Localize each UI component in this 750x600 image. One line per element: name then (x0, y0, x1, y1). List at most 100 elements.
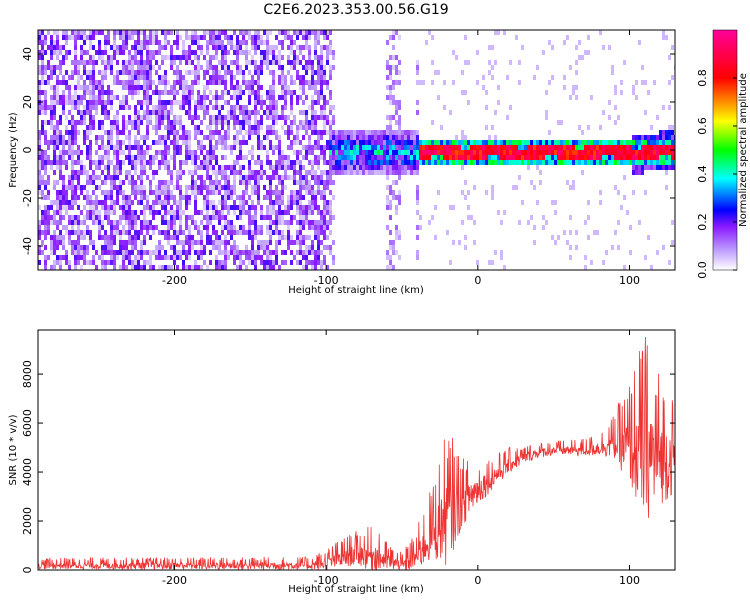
heatmap-cell (329, 45, 332, 50)
heatmap-cell (323, 200, 326, 205)
heatmap-cell (212, 105, 215, 110)
heatmap-cell (305, 125, 308, 130)
heatmap-cell (317, 185, 320, 190)
heatmap-cell (308, 235, 311, 240)
heatmap-cell (173, 160, 176, 165)
heatmap-cell (164, 200, 167, 205)
heatmap-cell (179, 135, 182, 140)
heatmap-cell (44, 40, 47, 45)
heatmap-cell (194, 130, 197, 135)
heatmap-cell (215, 170, 218, 175)
heatmap-cell (41, 80, 44, 85)
heatmap-cell (395, 180, 398, 185)
heatmap-cell (326, 145, 329, 150)
heatmap-cell (245, 250, 248, 255)
heatmap-cell (500, 255, 503, 260)
heatmap-cell (194, 35, 197, 40)
heatmap-cell (332, 180, 335, 185)
heatmap-cell (317, 40, 320, 45)
heatmap-cell (650, 160, 653, 165)
heatmap-cell (221, 75, 224, 80)
heatmap-cell (500, 140, 503, 145)
heatmap-cell (611, 65, 614, 70)
heatmap-cell (281, 210, 284, 215)
heatmap-cell (422, 145, 425, 150)
heatmap-cell (638, 140, 641, 145)
heatmap-cell (227, 250, 230, 255)
heatmap-cell (173, 90, 176, 95)
heatmap-cell (275, 185, 278, 190)
heatmap-cell (398, 170, 401, 175)
heatmap-cell (236, 120, 239, 125)
heatmap-cell (65, 125, 68, 130)
heatmap-cell (398, 160, 401, 165)
heatmap-cell (314, 160, 317, 165)
heatmap-cell (365, 130, 368, 135)
heatmap-cell (320, 170, 323, 175)
heatmap-cell (329, 205, 332, 210)
heatmap-cell (218, 110, 221, 115)
heatmap-cell (317, 90, 320, 95)
heatmap-cell (218, 260, 221, 265)
heatmap-cell (128, 105, 131, 110)
heatmap-cell (332, 160, 335, 165)
heatmap-cell (176, 230, 179, 235)
heatmap-cell (89, 165, 92, 170)
heatmap-cell (113, 55, 116, 60)
heatmap-cell (314, 125, 317, 130)
heatmap-cell (293, 115, 296, 120)
heatmap-cell (188, 95, 191, 100)
heatmap-cell (83, 110, 86, 115)
heatmap-cell (125, 240, 128, 245)
heatmap-cell (473, 145, 476, 150)
heatmap-cell (392, 265, 395, 270)
spectrogram-x-label: Height of straight line (km) (288, 285, 424, 296)
heatmap-cell (74, 255, 77, 260)
heatmap-cell (227, 100, 230, 105)
heatmap-cell (188, 110, 191, 115)
heatmap-cell (119, 165, 122, 170)
heatmap-cell (626, 210, 629, 215)
heatmap-cell (137, 250, 140, 255)
snr-y-tick-label: 0 (21, 567, 34, 574)
heatmap-cell (227, 130, 230, 135)
heatmap-cell (137, 65, 140, 70)
heatmap-cell (119, 100, 122, 105)
heatmap-cell (500, 220, 503, 225)
heatmap-cell (188, 100, 191, 105)
heatmap-cell (473, 240, 476, 245)
heatmap-cell (482, 150, 485, 155)
heatmap-cell (191, 245, 194, 250)
heatmap-cell (626, 160, 629, 165)
heatmap-cell (656, 165, 659, 170)
heatmap-cell (41, 210, 44, 215)
heatmap-cell (152, 205, 155, 210)
heatmap-cell (161, 215, 164, 220)
heatmap-cell (359, 150, 362, 155)
heatmap-cell (602, 260, 605, 265)
heatmap-cell (269, 160, 272, 165)
heatmap-cell (452, 50, 455, 55)
heatmap-cell (44, 210, 47, 215)
heatmap-cell (230, 150, 233, 155)
heatmap-cell (110, 60, 113, 65)
heatmap-cell (116, 195, 119, 200)
heatmap-cell (149, 65, 152, 70)
heatmap-cell (170, 65, 173, 70)
heatmap-cell (299, 140, 302, 145)
heatmap-cell (281, 155, 284, 160)
heatmap-cell (266, 260, 269, 265)
heatmap-cell (41, 75, 44, 80)
heatmap-cell (236, 195, 239, 200)
heatmap-cell (221, 65, 224, 70)
heatmap-cell (185, 145, 188, 150)
heatmap-cell (656, 250, 659, 255)
heatmap-cell (155, 85, 158, 90)
heatmap-cell (65, 130, 68, 135)
heatmap-cell (392, 245, 395, 250)
heatmap-cell (68, 260, 71, 265)
heatmap-cell (614, 105, 617, 110)
heatmap-cell (113, 205, 116, 210)
heatmap-cell (389, 240, 392, 245)
heatmap-cell (407, 165, 410, 170)
